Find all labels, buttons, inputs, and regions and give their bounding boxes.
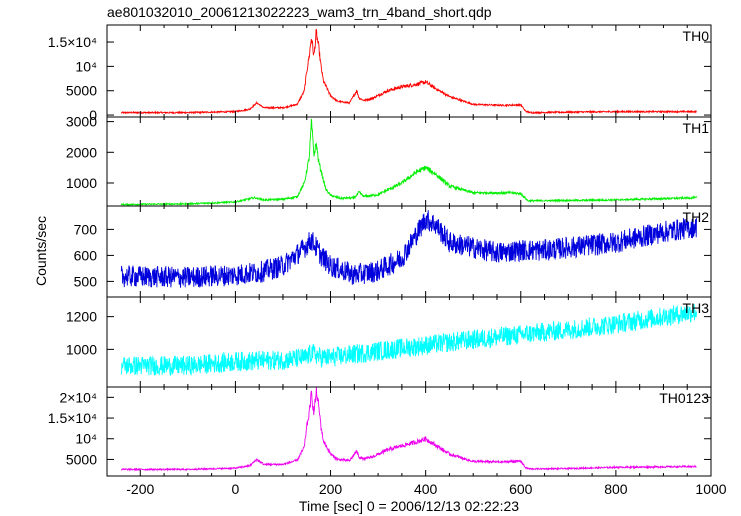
y-tick-label: 2000 bbox=[66, 144, 97, 160]
y-tick-label: 700 bbox=[74, 221, 98, 237]
x-tick-label: 1000 bbox=[695, 481, 726, 497]
y-tick-label: 1200 bbox=[66, 309, 97, 325]
y-tick-label: 1.5×10⁴ bbox=[48, 34, 97, 50]
y-tick-label: 500 bbox=[74, 273, 98, 289]
panel-label-th1: TH1 bbox=[683, 120, 710, 136]
chart-title: ae801032010_20061213022223_wam3_trn_4ban… bbox=[107, 4, 492, 20]
panel-frame bbox=[106, 116, 712, 207]
x-tick-label: 600 bbox=[509, 481, 533, 497]
x-axis: -200 0 200 400 600 800 1000 bbox=[126, 481, 727, 497]
panels: 0 5000 10⁴ 1.5×10⁴ TH0 1000 2000 3000 TH1 500 600 7… bbox=[48, 24, 712, 477]
panel-frame bbox=[106, 24, 712, 118]
x-tick-label: 200 bbox=[319, 481, 343, 497]
panel-label-th3: TH3 bbox=[683, 300, 710, 316]
y-tick-label: 10⁴ bbox=[75, 431, 97, 447]
y-axis-title: Counts/sec bbox=[33, 216, 49, 286]
series-line-th2 bbox=[120, 210, 697, 288]
panel-th1: 1000 2000 3000 TH1 bbox=[66, 114, 712, 207]
series-line-th1 bbox=[120, 118, 697, 206]
series-line-th0123 bbox=[120, 387, 697, 472]
panel-th3: 1000 1200 TH3 bbox=[66, 296, 712, 388]
y-tick-label: 5000 bbox=[66, 83, 97, 99]
x-tick-label: 400 bbox=[414, 481, 438, 497]
panel-th0123: 5000 10⁴ 1.5×10⁴ 2×10⁴ TH0123 bbox=[48, 386, 712, 477]
y-tick-label: 600 bbox=[74, 247, 98, 263]
y-tick-label: 1000 bbox=[66, 175, 97, 191]
x-tick-label: 800 bbox=[604, 481, 628, 497]
panel-th0: 0 5000 10⁴ 1.5×10⁴ TH0 bbox=[48, 24, 712, 123]
panel-frame bbox=[106, 386, 712, 477]
x-tick-label: -200 bbox=[126, 481, 154, 497]
y-tick-label: 1.5×10⁴ bbox=[48, 410, 97, 426]
y-tick-label: 1000 bbox=[66, 341, 97, 357]
y-tick-label: 0 bbox=[89, 107, 97, 123]
y-tick-label: 2×10⁴ bbox=[59, 389, 97, 405]
panel-label-th2: TH2 bbox=[683, 209, 710, 225]
y-tick-label: 10⁴ bbox=[75, 58, 97, 74]
y-tick-label: 5000 bbox=[66, 451, 97, 467]
x-tick-label: 0 bbox=[232, 481, 240, 497]
series-line-th0 bbox=[120, 28, 697, 115]
y-tick-label: 3000 bbox=[66, 114, 97, 130]
x-axis-title: Time [sec] 0 = 2006/12/13 02:22:23 bbox=[299, 498, 519, 514]
panel-label-th0: TH0 bbox=[683, 28, 710, 44]
panel-frame bbox=[106, 296, 712, 388]
series-line-th3 bbox=[120, 304, 697, 376]
panel-label-th0123: TH0123 bbox=[659, 390, 709, 406]
panel-th2: 500 600 700 TH2 bbox=[74, 205, 712, 298]
